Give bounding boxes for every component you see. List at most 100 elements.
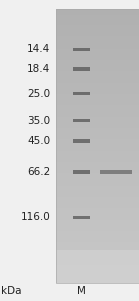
- FancyBboxPatch shape: [56, 156, 139, 157]
- FancyBboxPatch shape: [56, 175, 139, 176]
- FancyBboxPatch shape: [56, 12, 139, 13]
- FancyBboxPatch shape: [56, 242, 139, 243]
- FancyBboxPatch shape: [56, 221, 139, 223]
- FancyBboxPatch shape: [56, 176, 139, 178]
- FancyBboxPatch shape: [56, 61, 139, 62]
- FancyBboxPatch shape: [56, 127, 139, 128]
- FancyBboxPatch shape: [56, 238, 139, 239]
- FancyBboxPatch shape: [56, 184, 139, 186]
- FancyBboxPatch shape: [56, 256, 139, 257]
- FancyBboxPatch shape: [56, 139, 139, 141]
- FancyBboxPatch shape: [56, 273, 139, 275]
- FancyBboxPatch shape: [56, 261, 139, 262]
- FancyBboxPatch shape: [56, 138, 139, 139]
- FancyBboxPatch shape: [56, 172, 139, 173]
- FancyBboxPatch shape: [56, 43, 139, 45]
- FancyBboxPatch shape: [56, 21, 139, 23]
- FancyBboxPatch shape: [56, 57, 139, 58]
- FancyBboxPatch shape: [56, 214, 139, 216]
- FancyBboxPatch shape: [56, 112, 139, 113]
- FancyBboxPatch shape: [56, 38, 139, 39]
- FancyBboxPatch shape: [56, 88, 139, 90]
- FancyBboxPatch shape: [56, 87, 139, 88]
- FancyBboxPatch shape: [56, 220, 139, 221]
- FancyBboxPatch shape: [56, 149, 139, 150]
- FancyBboxPatch shape: [56, 224, 139, 225]
- Text: 35.0: 35.0: [27, 116, 50, 126]
- FancyBboxPatch shape: [56, 76, 139, 78]
- FancyBboxPatch shape: [56, 164, 139, 165]
- FancyBboxPatch shape: [56, 47, 139, 49]
- FancyBboxPatch shape: [56, 109, 139, 110]
- FancyBboxPatch shape: [73, 92, 90, 95]
- FancyBboxPatch shape: [56, 223, 139, 224]
- FancyBboxPatch shape: [56, 58, 139, 60]
- FancyBboxPatch shape: [56, 147, 139, 149]
- FancyBboxPatch shape: [56, 95, 139, 97]
- FancyBboxPatch shape: [56, 114, 139, 116]
- FancyBboxPatch shape: [56, 104, 139, 105]
- Text: kDa: kDa: [1, 286, 22, 296]
- FancyBboxPatch shape: [56, 217, 139, 219]
- FancyBboxPatch shape: [56, 117, 139, 119]
- FancyBboxPatch shape: [56, 110, 139, 112]
- FancyBboxPatch shape: [56, 236, 139, 238]
- FancyBboxPatch shape: [56, 251, 139, 253]
- FancyBboxPatch shape: [56, 213, 139, 214]
- FancyBboxPatch shape: [56, 171, 139, 172]
- FancyBboxPatch shape: [56, 280, 139, 281]
- FancyBboxPatch shape: [56, 68, 139, 69]
- FancyBboxPatch shape: [56, 26, 139, 27]
- FancyBboxPatch shape: [56, 230, 139, 231]
- FancyBboxPatch shape: [56, 113, 139, 114]
- FancyBboxPatch shape: [56, 120, 139, 121]
- FancyBboxPatch shape: [56, 54, 139, 56]
- FancyBboxPatch shape: [56, 56, 139, 57]
- FancyBboxPatch shape: [56, 80, 139, 82]
- FancyBboxPatch shape: [56, 124, 139, 126]
- FancyBboxPatch shape: [56, 278, 139, 279]
- FancyBboxPatch shape: [56, 51, 139, 53]
- FancyBboxPatch shape: [56, 99, 139, 101]
- FancyBboxPatch shape: [56, 201, 139, 202]
- FancyBboxPatch shape: [56, 253, 139, 254]
- FancyBboxPatch shape: [56, 141, 139, 142]
- FancyBboxPatch shape: [56, 168, 139, 169]
- FancyBboxPatch shape: [56, 53, 139, 54]
- FancyBboxPatch shape: [56, 257, 139, 258]
- FancyBboxPatch shape: [56, 250, 139, 251]
- Text: 116.0: 116.0: [21, 212, 50, 222]
- FancyBboxPatch shape: [56, 246, 139, 247]
- FancyBboxPatch shape: [56, 9, 139, 11]
- FancyBboxPatch shape: [56, 191, 139, 193]
- FancyBboxPatch shape: [56, 17, 139, 19]
- FancyBboxPatch shape: [56, 150, 139, 151]
- FancyBboxPatch shape: [56, 199, 139, 201]
- FancyBboxPatch shape: [56, 228, 139, 230]
- FancyBboxPatch shape: [56, 235, 139, 236]
- FancyBboxPatch shape: [56, 142, 139, 143]
- FancyBboxPatch shape: [56, 269, 139, 271]
- FancyBboxPatch shape: [56, 132, 139, 134]
- FancyBboxPatch shape: [56, 126, 139, 127]
- FancyBboxPatch shape: [56, 102, 139, 104]
- FancyBboxPatch shape: [56, 163, 139, 164]
- FancyBboxPatch shape: [56, 180, 139, 182]
- FancyBboxPatch shape: [56, 198, 139, 199]
- FancyBboxPatch shape: [56, 146, 139, 147]
- FancyBboxPatch shape: [56, 160, 139, 161]
- Text: 25.0: 25.0: [27, 89, 50, 99]
- FancyBboxPatch shape: [56, 31, 139, 32]
- FancyBboxPatch shape: [56, 268, 139, 269]
- FancyBboxPatch shape: [56, 14, 139, 16]
- FancyBboxPatch shape: [56, 227, 139, 228]
- FancyBboxPatch shape: [56, 190, 139, 191]
- FancyBboxPatch shape: [56, 49, 139, 50]
- FancyBboxPatch shape: [56, 202, 139, 203]
- FancyBboxPatch shape: [56, 121, 139, 123]
- FancyBboxPatch shape: [56, 35, 139, 36]
- FancyBboxPatch shape: [56, 173, 139, 175]
- FancyBboxPatch shape: [56, 128, 139, 129]
- FancyBboxPatch shape: [56, 143, 139, 144]
- FancyBboxPatch shape: [56, 144, 139, 146]
